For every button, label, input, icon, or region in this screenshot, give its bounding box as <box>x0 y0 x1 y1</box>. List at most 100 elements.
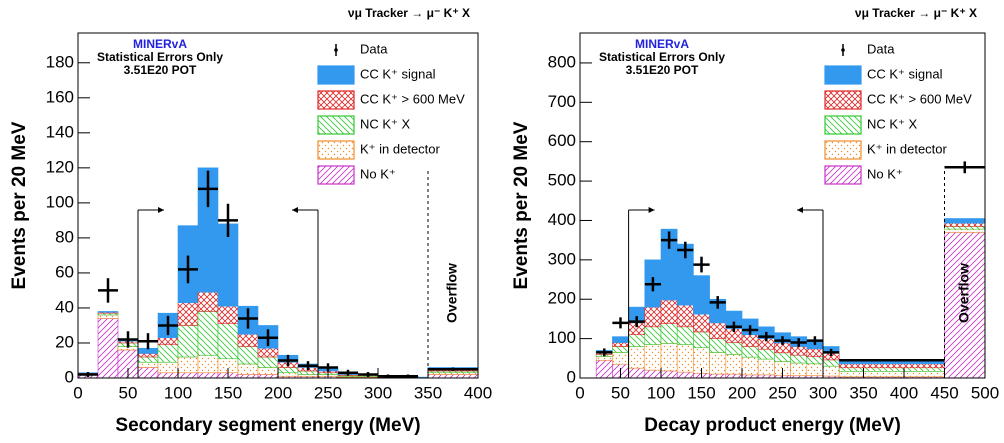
stack-segment <box>628 346 646 369</box>
stack-segment <box>944 222 986 227</box>
legend-swatch <box>317 115 355 135</box>
stack-segment <box>709 322 727 339</box>
chart-title: νμ Tracker → μ⁻ K⁺ X <box>348 6 470 20</box>
stack-segment <box>628 334 646 347</box>
stack-segment <box>693 313 710 333</box>
stack-segment <box>741 356 759 376</box>
stack-segment <box>693 331 710 348</box>
data-point <box>596 348 613 357</box>
x-tick-label: 250 <box>314 383 342 402</box>
y-tick-label: 400 <box>548 210 576 229</box>
stack-segment <box>790 354 808 364</box>
overflow-label: Overflow <box>444 263 460 323</box>
stack-segment <box>97 314 119 319</box>
stack-segment <box>257 347 279 358</box>
overflow-label: Overflow <box>955 263 971 323</box>
y-tick-label: 600 <box>548 131 576 150</box>
stack-segment <box>725 373 743 379</box>
legend-label: No K⁺ <box>867 166 903 181</box>
stack-segment <box>741 346 759 358</box>
data-point <box>378 374 398 378</box>
stack-segment <box>612 352 629 365</box>
stack-segment <box>944 228 986 233</box>
data-point <box>118 331 138 348</box>
data-point <box>98 278 118 303</box>
stack-segment <box>177 356 199 374</box>
y-axis-label: Events per 20 MeV <box>511 121 532 289</box>
stack-segment <box>157 337 179 346</box>
stack-segment <box>676 304 694 328</box>
stack-segment <box>177 325 199 358</box>
stack-segment <box>297 370 319 375</box>
legend-label: No K⁺ <box>360 166 396 181</box>
stack-segment <box>257 367 279 375</box>
stack-segment <box>595 356 613 361</box>
y-tick-label: 40 <box>55 297 74 316</box>
stack-segment <box>217 323 239 360</box>
data-point <box>398 374 418 378</box>
stack-segment <box>197 372 219 379</box>
stack-segment <box>790 346 808 356</box>
stack-segment <box>644 306 662 328</box>
legend-label: NC K⁺ X <box>360 116 411 131</box>
stack-segment <box>612 336 629 343</box>
stack-segment <box>644 326 662 345</box>
stack-segment <box>197 354 219 374</box>
data-point <box>158 315 178 336</box>
data-point <box>258 329 278 347</box>
stack-segment <box>177 302 199 326</box>
stack-segment <box>157 372 179 379</box>
legend-swatch <box>824 115 862 135</box>
x-tick-label: 350 <box>849 383 877 402</box>
data-point <box>338 369 358 376</box>
stack-segment <box>693 275 710 315</box>
legend-label: K⁺ in detector <box>867 141 948 156</box>
data-point <box>428 367 478 371</box>
stack-segment <box>944 226 986 230</box>
x-axis-label: Secondary segment energy (MeV) <box>115 415 420 436</box>
data-point <box>725 321 742 332</box>
y-axis-label: Events per 20 MeV <box>9 121 30 289</box>
x-tick-label: 250 <box>768 383 796 402</box>
legend-swatch <box>824 65 862 85</box>
stack-segment <box>644 344 662 371</box>
legend-label: NC K⁺ X <box>867 116 918 131</box>
legend-swatch <box>824 90 862 110</box>
x-tick-label: 100 <box>647 383 675 402</box>
note: 3.51E20 POT <box>626 63 699 77</box>
data-point <box>298 361 318 371</box>
data-point <box>358 372 378 377</box>
panel: Overflow 0 20 40 60 80 100 120 140 160 180 0 50 100 15… <box>9 6 492 436</box>
x-tick-label: 400 <box>890 383 918 402</box>
data-point <box>661 231 678 249</box>
chart-title: νμ Tracker → μ⁻ K⁺ X <box>855 6 977 20</box>
stack-segment <box>676 371 694 379</box>
data-point <box>806 336 823 345</box>
data-point <box>758 331 775 342</box>
stack-segment <box>660 370 678 379</box>
x-tick-label: 50 <box>611 383 630 402</box>
stack-segment <box>137 353 159 358</box>
x-tick-label: 200 <box>728 383 756 402</box>
cut-arrow-head <box>648 207 655 213</box>
stack-segment <box>660 299 678 324</box>
data-point <box>774 336 791 345</box>
data-point <box>628 316 645 328</box>
stack-segment <box>838 371 945 378</box>
legend-label: CC K⁺ signal <box>867 66 943 81</box>
x-tick-label: 0 <box>73 383 82 402</box>
stack-segment <box>676 326 694 345</box>
x-tick-label: 300 <box>809 383 837 402</box>
x-tick-label: 400 <box>464 383 492 402</box>
legend-label: CC K⁺ > 600 MeV <box>360 91 465 106</box>
y-tick-label: 140 <box>46 122 74 141</box>
x-tick-label: 200 <box>264 383 292 402</box>
stack-segment <box>822 359 840 367</box>
y-tick-label: 100 <box>46 192 74 211</box>
y-tick-label: 160 <box>46 87 74 106</box>
y-tick-label: 200 <box>548 289 576 308</box>
legend-label: Data <box>867 41 895 56</box>
y-tick-label: 700 <box>548 92 576 111</box>
y-tick-label: 120 <box>46 157 74 176</box>
stack-segment <box>197 291 219 312</box>
